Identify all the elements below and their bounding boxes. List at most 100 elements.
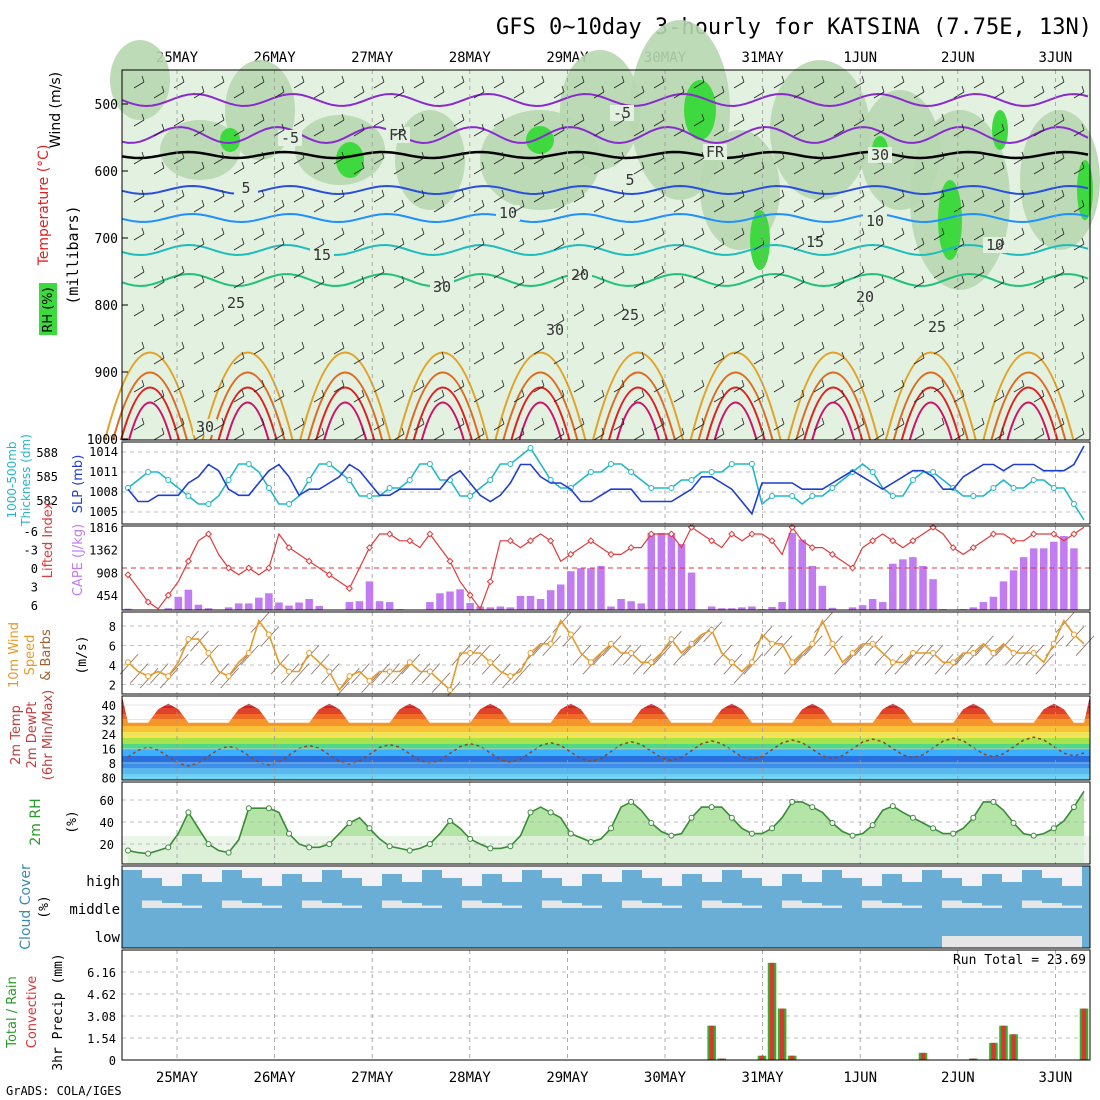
wind-barb <box>1013 75 1025 89</box>
wind-barb <box>293 379 305 393</box>
cape-bar <box>275 602 283 610</box>
wind-barb <box>493 227 505 241</box>
wind-barb <box>633 161 645 175</box>
wind-barb <box>273 199 285 213</box>
wind-barb <box>833 351 845 365</box>
wind-barb <box>733 265 745 279</box>
lifted-index-point <box>949 544 957 552</box>
lifted-index-point <box>225 564 233 572</box>
wind-barb <box>713 389 725 403</box>
isotherm-15 <box>121 243 1089 257</box>
thickness-line-point <box>265 485 272 491</box>
isotherm-label: 5 <box>625 171 634 189</box>
wind-barb <box>433 351 445 365</box>
isotherm-diurnal <box>795 371 872 441</box>
bottom-day-label: 26MAY <box>254 1070 297 1086</box>
wind-barb <box>393 199 405 213</box>
wind-barb <box>393 85 405 99</box>
wind-barb <box>453 189 465 203</box>
isotherm-diurnal <box>420 401 465 441</box>
wind-barb <box>1053 151 1065 165</box>
isotherm-label: -5 <box>281 129 299 147</box>
wind-barb <box>413 227 425 241</box>
rh-line-point <box>386 843 393 850</box>
wind-speed-line-point <box>547 640 554 647</box>
isotherm-diurnal <box>299 351 392 441</box>
cape-bar <box>788 532 796 610</box>
cloud-high-gap <box>122 866 142 870</box>
wind-barb <box>253 417 265 431</box>
slp-tick-label: 1011 <box>89 465 118 479</box>
wind-barb <box>953 85 965 99</box>
wind-barb <box>451 644 471 666</box>
wind-barb <box>893 189 905 203</box>
wind-barb <box>653 113 665 127</box>
lifted-index-point <box>1030 530 1038 538</box>
cape-bar <box>365 581 374 610</box>
pressure-tick-label: 900 <box>95 366 118 381</box>
wind-barb <box>573 417 585 431</box>
wind-barb <box>453 379 465 393</box>
lifted-index-point <box>506 537 514 545</box>
wind-barb <box>933 227 945 241</box>
wind-barb <box>1035 653 1055 675</box>
wind-barb <box>1033 275 1045 289</box>
cloud-high-gap <box>422 866 442 870</box>
wind-barb <box>193 85 205 99</box>
wind-barb <box>313 123 325 137</box>
temperature-tick-label: 8 <box>109 757 116 771</box>
wind-barb <box>913 351 925 365</box>
wind-barb <box>313 389 325 403</box>
cape-bar <box>808 565 817 610</box>
isotherm-diurnal <box>803 386 864 441</box>
cloud-middle-gap <box>622 900 642 908</box>
lifted-index-point <box>1070 530 1078 538</box>
wind-barb <box>1033 199 1045 213</box>
isotherm-label-bg <box>868 147 892 163</box>
wind-barb <box>813 379 825 393</box>
wind-barb <box>453 151 465 165</box>
cape-tick-label: 908 <box>96 566 118 580</box>
wind-barb <box>433 275 445 289</box>
pressure-tick-label: 800 <box>95 299 118 314</box>
thickness-line-point <box>990 485 997 491</box>
wind-barb <box>693 227 705 241</box>
slp-tick-label: 1005 <box>89 505 118 519</box>
isotherm-label: 15 <box>806 233 824 251</box>
wind-barb <box>513 237 525 251</box>
lifted-index-point <box>828 550 836 558</box>
rh-line-point <box>205 841 212 848</box>
bottom-day-label: 29MAY <box>546 1070 589 1086</box>
wind-barb <box>473 275 485 289</box>
wind-barb <box>133 303 145 317</box>
cape-bar <box>466 602 474 610</box>
wind-barb <box>1033 313 1045 327</box>
wind-barb <box>233 351 245 365</box>
thickness-line-point <box>125 485 131 491</box>
wind-barb <box>753 427 765 441</box>
cape-bar <box>848 607 857 610</box>
wind-barb <box>213 189 225 203</box>
rh-line-point <box>225 849 232 856</box>
cloud-high-gap <box>882 866 902 874</box>
lifted-index-point <box>265 564 273 572</box>
wind-barb <box>373 265 385 279</box>
rh-line-point <box>467 835 474 842</box>
cloud-high-gap <box>902 866 922 882</box>
wind-barb <box>1033 85 1045 99</box>
wind-barb <box>293 113 305 127</box>
bottom-day-label: 1JUN <box>843 1070 877 1086</box>
cape-tick-label: 1816 <box>89 521 118 535</box>
wind-barb <box>393 351 405 365</box>
cape-bar <box>1039 548 1048 610</box>
cloud-high-gap <box>342 866 362 878</box>
thickness-line-point <box>205 501 212 507</box>
top-day-label: 31MAY <box>742 50 785 66</box>
thickness-line-point <box>1050 485 1057 491</box>
thickness-line-point <box>326 461 333 467</box>
wind-barb <box>373 417 385 431</box>
rh-line-point <box>648 820 655 826</box>
wind-barb <box>293 189 305 203</box>
wind-barb <box>1073 237 1085 251</box>
cloud-high-gap <box>582 866 602 874</box>
